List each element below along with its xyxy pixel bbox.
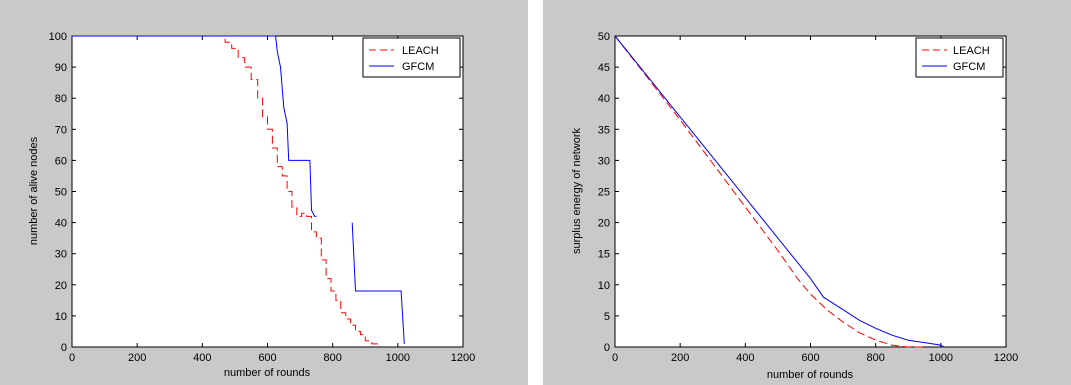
plot-area bbox=[71, 35, 464, 348]
x-tick-label: 200 bbox=[671, 352, 689, 364]
y-tick-label: 70 bbox=[55, 124, 67, 136]
legend-label-leach: LEACH bbox=[953, 45, 990, 57]
surplus-energy-chart: 0 200 400 600 800 1000 1200 0 5 10 15 20 25 30 35 40 45 5… bbox=[571, 31, 1018, 381]
x-tick-label: 1000 bbox=[386, 352, 410, 364]
legend: LEACH GFCM bbox=[915, 37, 1004, 78]
y-tick-label: 0 bbox=[61, 342, 67, 354]
y-tick-label: 20 bbox=[598, 218, 610, 230]
x-tick-label: 400 bbox=[193, 352, 211, 364]
y-axis-label: number of alive nodes bbox=[28, 136, 40, 245]
x-tick-label: 600 bbox=[801, 352, 819, 364]
y-tick-label: 5 bbox=[604, 311, 610, 323]
series-line-leach bbox=[72, 35, 379, 345]
y-tick-label: 40 bbox=[55, 218, 67, 230]
y-tick-label: 40 bbox=[598, 93, 610, 105]
y-tick-label: 10 bbox=[55, 311, 67, 323]
legend: LEACH GFCM bbox=[362, 37, 461, 78]
y-tick-label: 25 bbox=[598, 187, 610, 199]
x-tick-label: 400 bbox=[736, 352, 754, 364]
x-tick-label: 200 bbox=[128, 352, 146, 364]
x-tick-label: 1200 bbox=[994, 352, 1018, 364]
y-tick-label: 45 bbox=[598, 62, 610, 74]
x-tick-label: 1200 bbox=[451, 352, 475, 364]
legend-label-gfcm: GFCM bbox=[953, 61, 985, 73]
y-tick-label: 35 bbox=[598, 124, 610, 136]
x-axis-label: number of rounds bbox=[224, 367, 311, 379]
series-line-gfcm bbox=[72, 35, 317, 217]
y-tick-label: 50 bbox=[55, 187, 67, 199]
y-tick-label: 30 bbox=[598, 155, 610, 167]
y-tick-label: 0 bbox=[604, 342, 610, 354]
series-line-gfcm bbox=[614, 35, 945, 348]
chart-panel-left: 0 200 400 600 800 1000 1200 0 10 20 30 40 50 60 70 80 90… bbox=[0, 0, 528, 385]
y-tick-label: 60 bbox=[55, 155, 67, 167]
legend-label-leach: LEACH bbox=[402, 45, 439, 57]
chart-panel-right: 0 200 400 600 800 1000 1200 0 5 10 15 20 25 30 35 40 45 5… bbox=[543, 0, 1071, 385]
y-tick-label: 10 bbox=[598, 280, 610, 292]
y-tick-label: 30 bbox=[55, 249, 67, 261]
x-tick-label: 600 bbox=[258, 352, 276, 364]
y-tick-label: 90 bbox=[55, 62, 67, 74]
legend-box bbox=[362, 37, 461, 78]
series-line-gfcm bbox=[351, 222, 405, 344]
y-tick-label: 80 bbox=[55, 93, 67, 105]
x-tick-label: 800 bbox=[866, 352, 884, 364]
x-tick-label: 1000 bbox=[929, 352, 953, 364]
y-axis-label: surplus energy of network bbox=[571, 128, 583, 254]
legend-box bbox=[915, 37, 1004, 78]
y-tick-label: 15 bbox=[598, 249, 610, 261]
y-tick-label: 20 bbox=[55, 280, 67, 292]
x-tick-label: 800 bbox=[323, 352, 341, 364]
alive-nodes-chart: 0 200 400 600 800 1000 1200 0 10 20 30 40 50 60 70 80 90… bbox=[28, 31, 475, 379]
y-tick-label: 100 bbox=[49, 31, 67, 43]
legend-label-gfcm: GFCM bbox=[402, 61, 434, 73]
series-line-leach bbox=[614, 35, 925, 348]
y-tick-label: 50 bbox=[598, 31, 610, 43]
x-tick-label: 0 bbox=[69, 352, 75, 364]
x-tick-label: 0 bbox=[612, 352, 618, 364]
x-axis-label: number of rounds bbox=[767, 369, 854, 381]
plot-area bbox=[614, 35, 1007, 348]
